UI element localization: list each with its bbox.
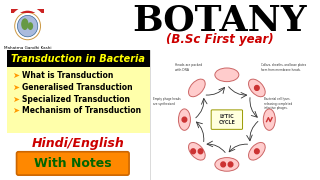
Text: Transduction in Bacteria: Transduction in Bacteria: [11, 54, 145, 64]
Text: ➤: ➤: [12, 106, 19, 115]
Text: Collars, sheaths, and base plates
form from membrane heads.: Collars, sheaths, and base plates form f…: [261, 63, 306, 72]
Ellipse shape: [249, 143, 265, 160]
Text: Specialized Transduction: Specialized Transduction: [22, 95, 130, 104]
Ellipse shape: [215, 68, 239, 82]
Circle shape: [182, 117, 187, 122]
Ellipse shape: [215, 158, 239, 171]
FancyBboxPatch shape: [11, 9, 44, 14]
Ellipse shape: [188, 143, 205, 160]
Ellipse shape: [188, 79, 205, 97]
FancyBboxPatch shape: [7, 5, 302, 180]
FancyBboxPatch shape: [17, 152, 129, 175]
Circle shape: [221, 162, 226, 167]
FancyBboxPatch shape: [7, 5, 150, 50]
Text: Mahatma Gandhi Kashi
Vidyapeeth: Mahatma Gandhi Kashi Vidyapeeth: [4, 46, 52, 55]
Circle shape: [254, 149, 259, 154]
FancyBboxPatch shape: [7, 67, 150, 133]
Text: Generalised Transduction: Generalised Transduction: [22, 83, 133, 92]
Text: (B.Sc First year): (B.Sc First year): [166, 33, 273, 46]
Circle shape: [228, 162, 233, 167]
Text: Mechanism of Transduction: Mechanism of Transduction: [22, 106, 141, 115]
FancyBboxPatch shape: [150, 50, 302, 180]
Circle shape: [18, 15, 38, 37]
Text: Empty phage heads
are synthesized: Empty phage heads are synthesized: [153, 97, 181, 106]
Text: Hindi/English: Hindi/English: [32, 138, 125, 150]
FancyBboxPatch shape: [211, 110, 243, 129]
Ellipse shape: [179, 109, 190, 130]
Text: Heads are packed
with DNA: Heads are packed with DNA: [175, 63, 202, 72]
Ellipse shape: [249, 79, 265, 97]
Ellipse shape: [21, 18, 28, 30]
Text: What is Transduction: What is Transduction: [22, 71, 114, 80]
Text: ➤: ➤: [12, 71, 19, 80]
Text: BOTANY: BOTANY: [132, 3, 307, 37]
Circle shape: [198, 149, 203, 154]
Text: LYTIC
CYCLE: LYTIC CYCLE: [219, 114, 235, 125]
Text: Bacterial cell lyses,
releasing completed
infective phages.: Bacterial cell lyses, releasing complete…: [264, 97, 292, 110]
Text: With Notes: With Notes: [34, 157, 112, 170]
Circle shape: [11, 9, 44, 44]
Text: ➤: ➤: [12, 83, 19, 92]
Circle shape: [254, 86, 259, 90]
Ellipse shape: [28, 22, 33, 30]
Circle shape: [191, 149, 196, 154]
Text: ➤: ➤: [12, 95, 19, 104]
FancyBboxPatch shape: [7, 50, 150, 67]
Ellipse shape: [263, 109, 275, 130]
